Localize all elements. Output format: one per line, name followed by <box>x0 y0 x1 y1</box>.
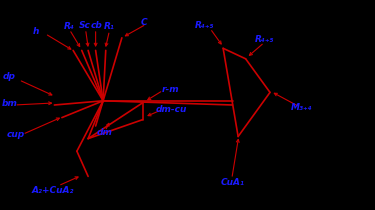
Text: dp: dp <box>3 72 16 81</box>
Text: cb: cb <box>91 21 103 30</box>
Text: M₃₊₄: M₃₊₄ <box>291 103 312 112</box>
Text: Sc: Sc <box>79 21 91 30</box>
Text: R₄₊₅: R₄₊₅ <box>195 21 214 30</box>
Text: C: C <box>141 18 147 26</box>
Text: r-m: r-m <box>162 85 180 94</box>
Text: bm: bm <box>2 100 18 108</box>
Text: R₄₊₅: R₄₊₅ <box>255 35 274 44</box>
Text: A₂+CuA₂: A₂+CuA₂ <box>32 186 74 195</box>
Text: dm-cu: dm-cu <box>156 105 187 114</box>
Text: cup: cup <box>7 130 25 139</box>
Text: dm: dm <box>97 128 112 137</box>
Text: R₁: R₁ <box>104 22 115 31</box>
Text: R₄: R₄ <box>64 22 75 31</box>
Text: h: h <box>33 27 39 35</box>
Text: CuA₁: CuA₁ <box>220 178 245 187</box>
